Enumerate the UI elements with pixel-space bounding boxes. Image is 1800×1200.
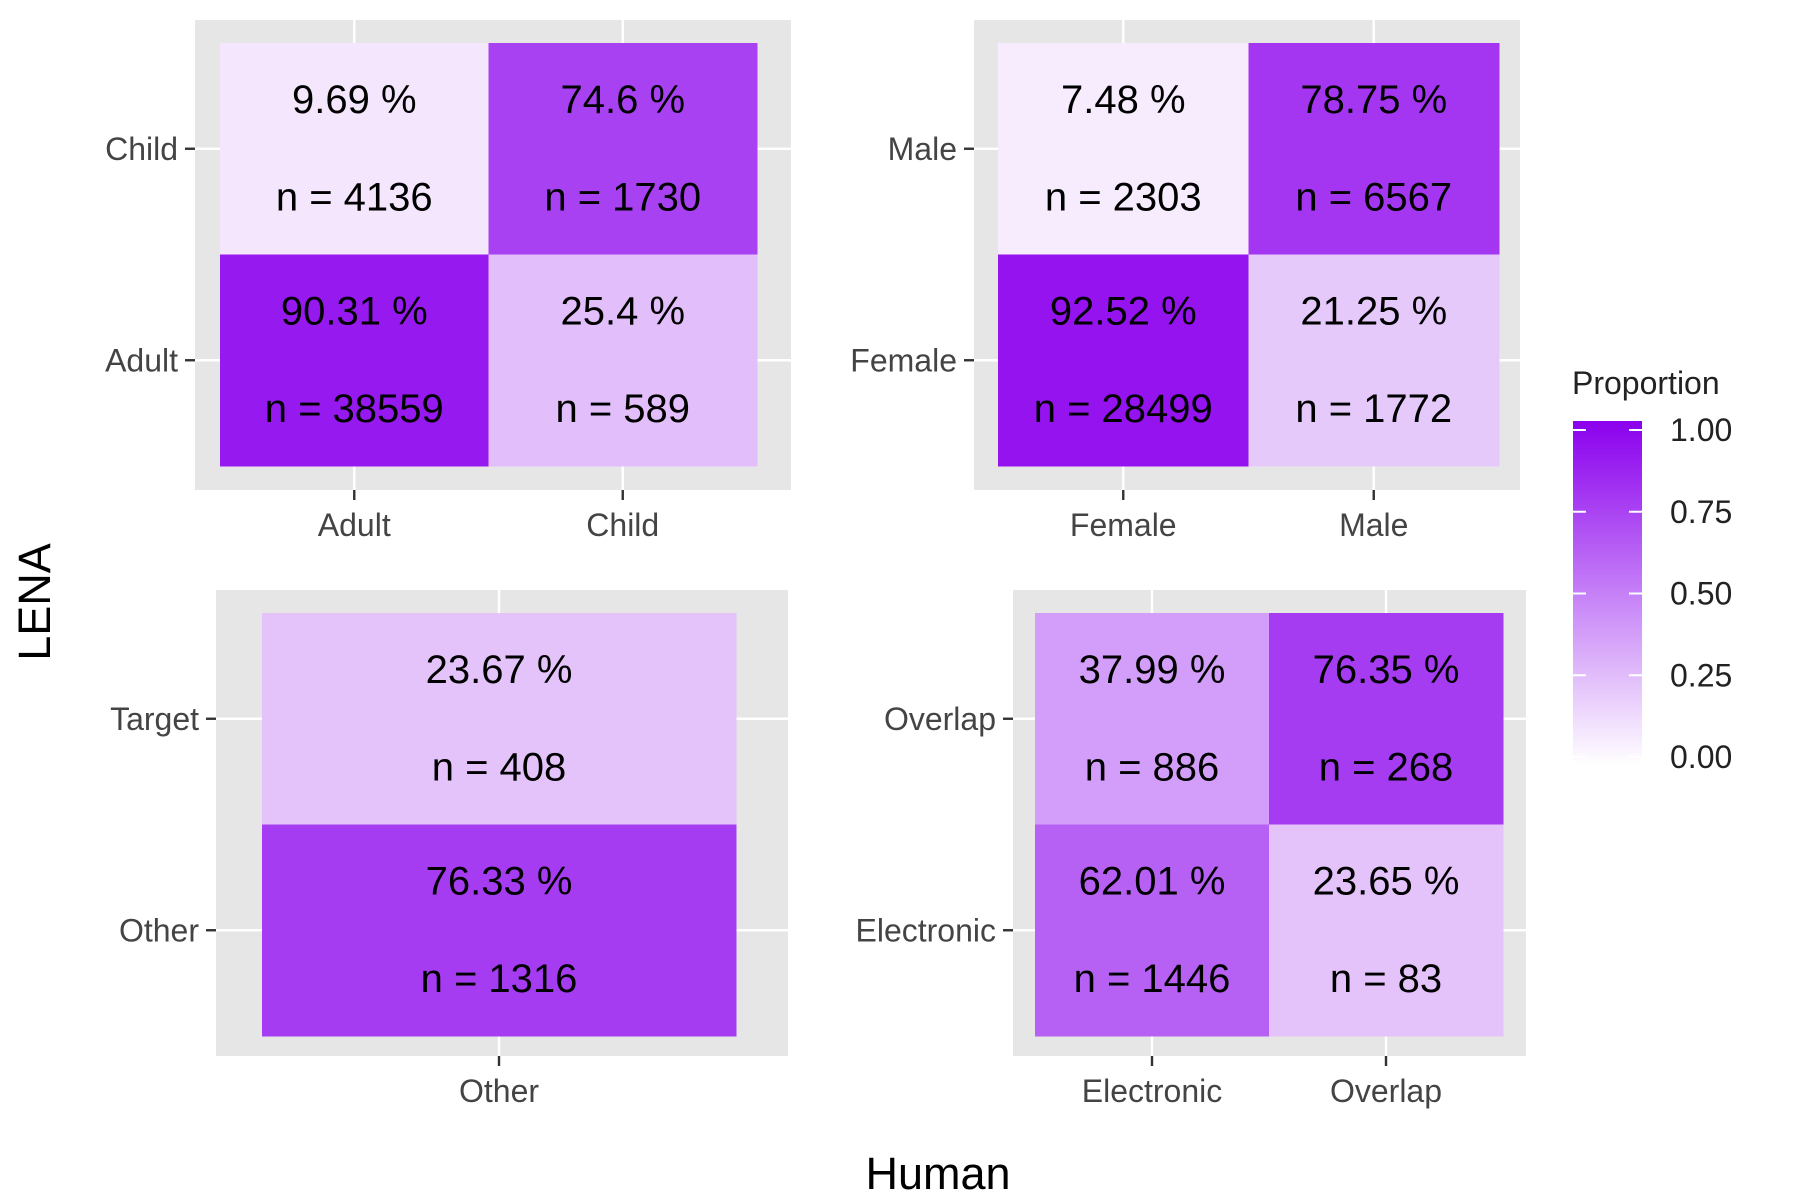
cell-count-label: n = 886 <box>1085 745 1220 789</box>
x-tick-label: Overlap <box>1330 1073 1442 1109</box>
cell-percent-label: 90.31 % <box>281 290 428 334</box>
y-tick-label: Male <box>888 131 957 167</box>
heatmap-cell <box>998 254 1249 467</box>
heatmap-cell <box>1035 824 1270 1037</box>
heatmap-cell <box>220 254 489 467</box>
cell-percent-label: 74.6 % <box>560 78 685 122</box>
legend-tick-label: 0.50 <box>1670 576 1732 612</box>
heatmap-cell <box>220 43 489 255</box>
heatmap-cell <box>1269 824 1504 1037</box>
cell-count-label: n = 1316 <box>421 957 578 1001</box>
x-tick-label: Adult <box>318 507 391 543</box>
cell-percent-label: 21.25 % <box>1300 290 1447 334</box>
x-tick-label: Female <box>1070 507 1177 543</box>
legend: Proportion 1.00 0.75 0.50 0.25 0.00 <box>1572 365 1732 775</box>
cell-count-label: n = 38559 <box>265 387 444 431</box>
panel-1: 9.69 % n = 4136 74.6 % n = 1730 90.31 % n = 3… <box>105 20 791 543</box>
y-tick-label: Adult <box>105 342 178 378</box>
cell-count-label: n = 6567 <box>1295 175 1452 219</box>
panel-3: 23.67 % n = 408 76.33 % n = 1316 Other Target… <box>110 590 788 1109</box>
cell-count-label: n = 589 <box>555 387 690 431</box>
cell-percent-label: 9.69 % <box>292 78 417 122</box>
cell-percent-label: 92.52 % <box>1050 290 1197 334</box>
cell-count-label: n = 408 <box>432 745 567 789</box>
x-tick-label: Other <box>459 1073 539 1109</box>
y-tick-label: Other <box>119 912 199 948</box>
y-tick-label: Female <box>850 342 957 378</box>
cell-percent-label: 78.75 % <box>1300 78 1447 122</box>
x-tick-label: Electronic <box>1082 1073 1223 1109</box>
cell-count-label: n = 83 <box>1330 957 1442 1001</box>
cell-percent-label: 23.65 % <box>1313 860 1460 904</box>
panel-2: 7.48 % n = 2303 78.75 % n = 6567 92.52 % n = … <box>850 20 1520 543</box>
cell-percent-label: 76.33 % <box>426 860 573 904</box>
y-tick-label: Electronic <box>856 912 997 948</box>
heatmap-cell <box>1269 613 1504 825</box>
cell-count-label: n = 268 <box>1319 745 1454 789</box>
legend-tick-label: 0.75 <box>1670 494 1732 530</box>
x-tick-label: Child <box>586 507 659 543</box>
heatmap-cell <box>488 254 758 467</box>
legend-tick-label: 1.00 <box>1670 412 1732 448</box>
cell-percent-label: 37.99 % <box>1079 648 1226 692</box>
cell-count-label: n = 4136 <box>276 175 433 219</box>
cell-count-label: n = 1446 <box>1074 957 1231 1001</box>
panel-4: 37.99 % n = 886 76.35 % n = 268 62.01 % n = 1… <box>856 590 1526 1109</box>
heatmap-cell <box>1035 613 1270 825</box>
heatmap-cell <box>1248 254 1500 467</box>
heatmap-cell <box>488 43 758 255</box>
y-tick-label: Target <box>110 701 199 737</box>
cell-percent-label: 62.01 % <box>1079 860 1226 904</box>
heatmap-cell <box>1248 43 1500 255</box>
y-tick-label: Child <box>105 131 178 167</box>
x-tick-label: Male <box>1339 507 1408 543</box>
y-axis-title: LENA <box>9 543 60 661</box>
x-axis-title: Human <box>865 1148 1010 1199</box>
y-tick-label: Overlap <box>884 701 996 737</box>
cell-percent-label: 25.4 % <box>560 290 685 334</box>
legend-tick-label: 0.25 <box>1670 657 1732 693</box>
cell-percent-label: 23.67 % <box>426 648 573 692</box>
legend-title: Proportion <box>1572 365 1720 401</box>
heatmap-cell <box>262 613 737 825</box>
cell-count-label: n = 1772 <box>1295 387 1452 431</box>
cell-count-label: n = 28499 <box>1034 387 1213 431</box>
cell-percent-label: 76.35 % <box>1313 648 1460 692</box>
cell-count-label: n = 2303 <box>1045 175 1202 219</box>
heatmap-cell <box>262 824 737 1037</box>
heatmap-cell <box>998 43 1249 255</box>
cell-percent-label: 7.48 % <box>1061 78 1186 122</box>
cell-count-label: n = 1730 <box>544 175 701 219</box>
panels-group: 9.69 % n = 4136 74.6 % n = 1730 90.31 % n = 3… <box>105 20 1526 1109</box>
legend-tick-label: 0.00 <box>1670 739 1732 775</box>
